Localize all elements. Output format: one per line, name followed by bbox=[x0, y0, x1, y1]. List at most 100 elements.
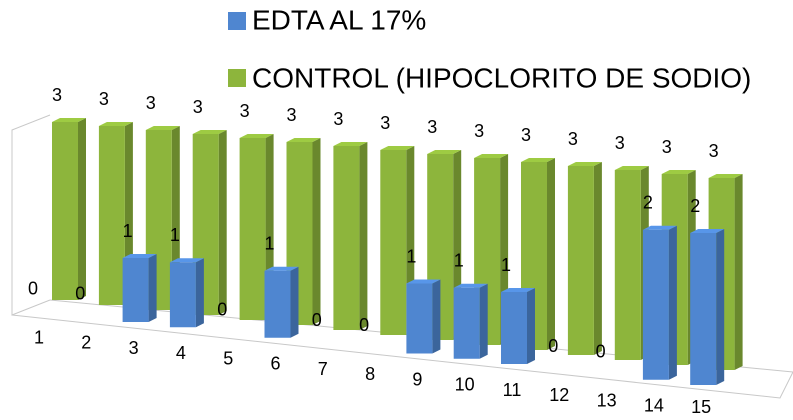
value-label: 3 bbox=[240, 101, 250, 121]
bar bbox=[169, 258, 204, 328]
bar-top bbox=[264, 266, 299, 271]
value-label: 3 bbox=[521, 125, 531, 145]
bar-top bbox=[708, 174, 743, 178]
bar-top bbox=[521, 158, 555, 162]
bar-top bbox=[122, 254, 157, 258]
x-tick-label: 6 bbox=[270, 354, 280, 374]
value-label: 0 bbox=[312, 310, 322, 330]
bar-side bbox=[479, 283, 488, 359]
bar-front bbox=[406, 283, 433, 354]
legend-swatch bbox=[228, 69, 246, 87]
bar-side bbox=[432, 279, 441, 354]
value-label: 0 bbox=[28, 278, 38, 298]
bar-side bbox=[527, 288, 535, 364]
bar-top bbox=[52, 118, 86, 122]
value-label: 1 bbox=[406, 246, 416, 266]
bar-top bbox=[333, 142, 368, 146]
bar-side bbox=[547, 158, 555, 350]
bar-side bbox=[312, 138, 321, 325]
bar-side bbox=[716, 229, 725, 385]
value-label: 3 bbox=[146, 93, 156, 113]
bar-side bbox=[290, 266, 299, 338]
bar bbox=[333, 142, 368, 330]
legend-label: EDTA AL 17% bbox=[252, 4, 426, 35]
x-tick-label: 1 bbox=[34, 327, 44, 347]
value-label: 3 bbox=[286, 105, 296, 125]
bar-top bbox=[406, 279, 441, 284]
legend-swatch bbox=[228, 12, 246, 30]
x-tick-label: 14 bbox=[644, 396, 664, 416]
x-tick-label: 12 bbox=[549, 385, 569, 405]
x-tick-label: 10 bbox=[455, 375, 475, 395]
x-tick-label: 15 bbox=[691, 397, 711, 417]
bar bbox=[406, 279, 441, 354]
bar-top bbox=[474, 154, 509, 158]
bar-top bbox=[427, 150, 462, 154]
bar bbox=[501, 288, 535, 364]
value-label: 3 bbox=[427, 117, 437, 137]
bar bbox=[122, 254, 157, 322]
x-tick-label: 7 bbox=[318, 359, 328, 379]
x-tick-label: 5 bbox=[223, 348, 233, 368]
bar-top bbox=[239, 134, 274, 138]
bar-top bbox=[642, 225, 677, 230]
bar-top bbox=[192, 130, 227, 134]
left-wall bbox=[11, 114, 51, 316]
value-label: 0 bbox=[217, 299, 227, 319]
value-label: 0 bbox=[596, 341, 606, 361]
value-label: 3 bbox=[380, 113, 390, 133]
bar-side bbox=[359, 142, 368, 330]
bar-side bbox=[148, 254, 157, 322]
x-tick-label: 11 bbox=[503, 380, 522, 400]
bar-front bbox=[98, 126, 125, 305]
value-label: 3 bbox=[52, 85, 62, 105]
bar-front bbox=[380, 150, 407, 335]
bar-top bbox=[661, 170, 696, 174]
bar-front bbox=[614, 170, 641, 360]
value-label: 3 bbox=[709, 141, 719, 161]
value-label: 0 bbox=[75, 284, 85, 304]
value-label: 1 bbox=[170, 225, 180, 245]
bar-top bbox=[169, 258, 204, 263]
bar bbox=[567, 162, 602, 355]
bar-front bbox=[52, 122, 78, 300]
bar bbox=[52, 118, 86, 300]
x-tick-label: 13 bbox=[597, 390, 617, 410]
bar bbox=[642, 225, 677, 380]
bar-side bbox=[593, 162, 602, 355]
bar-top bbox=[145, 126, 180, 130]
bar bbox=[614, 166, 649, 360]
x-tick-label: 3 bbox=[129, 338, 139, 358]
bar-top bbox=[98, 122, 133, 126]
value-label: 3 bbox=[474, 121, 484, 141]
value-label: 1 bbox=[454, 251, 464, 271]
x-tick-label: 4 bbox=[176, 343, 186, 363]
x-tick-label: 9 bbox=[412, 369, 422, 389]
value-label: 2 bbox=[690, 196, 700, 216]
bar-side bbox=[218, 130, 227, 315]
value-label: 3 bbox=[568, 129, 578, 149]
bar bbox=[264, 266, 299, 338]
bar bbox=[453, 283, 488, 359]
bar-top bbox=[286, 138, 321, 142]
bar-front bbox=[642, 229, 669, 380]
value-label: 0 bbox=[359, 315, 369, 335]
bar-front bbox=[239, 138, 266, 320]
bar-side bbox=[195, 258, 204, 328]
bar-front bbox=[690, 233, 717, 385]
value-label: 2 bbox=[643, 193, 653, 213]
value-label: 3 bbox=[662, 137, 672, 157]
bar-front bbox=[501, 292, 527, 364]
value-label: 0 bbox=[548, 336, 558, 356]
value-label: 3 bbox=[333, 109, 343, 129]
bar-top bbox=[501, 288, 535, 292]
floor-edge bbox=[11, 314, 793, 399]
x-tick-label: 2 bbox=[81, 333, 91, 353]
bar-top bbox=[380, 146, 415, 150]
bar-front bbox=[567, 166, 594, 355]
bar bbox=[690, 229, 725, 385]
bar bbox=[286, 138, 321, 325]
legend-label: CONTROL (HIPOCLORITO DE SODIO) bbox=[252, 62, 751, 93]
value-label: 3 bbox=[615, 133, 625, 153]
